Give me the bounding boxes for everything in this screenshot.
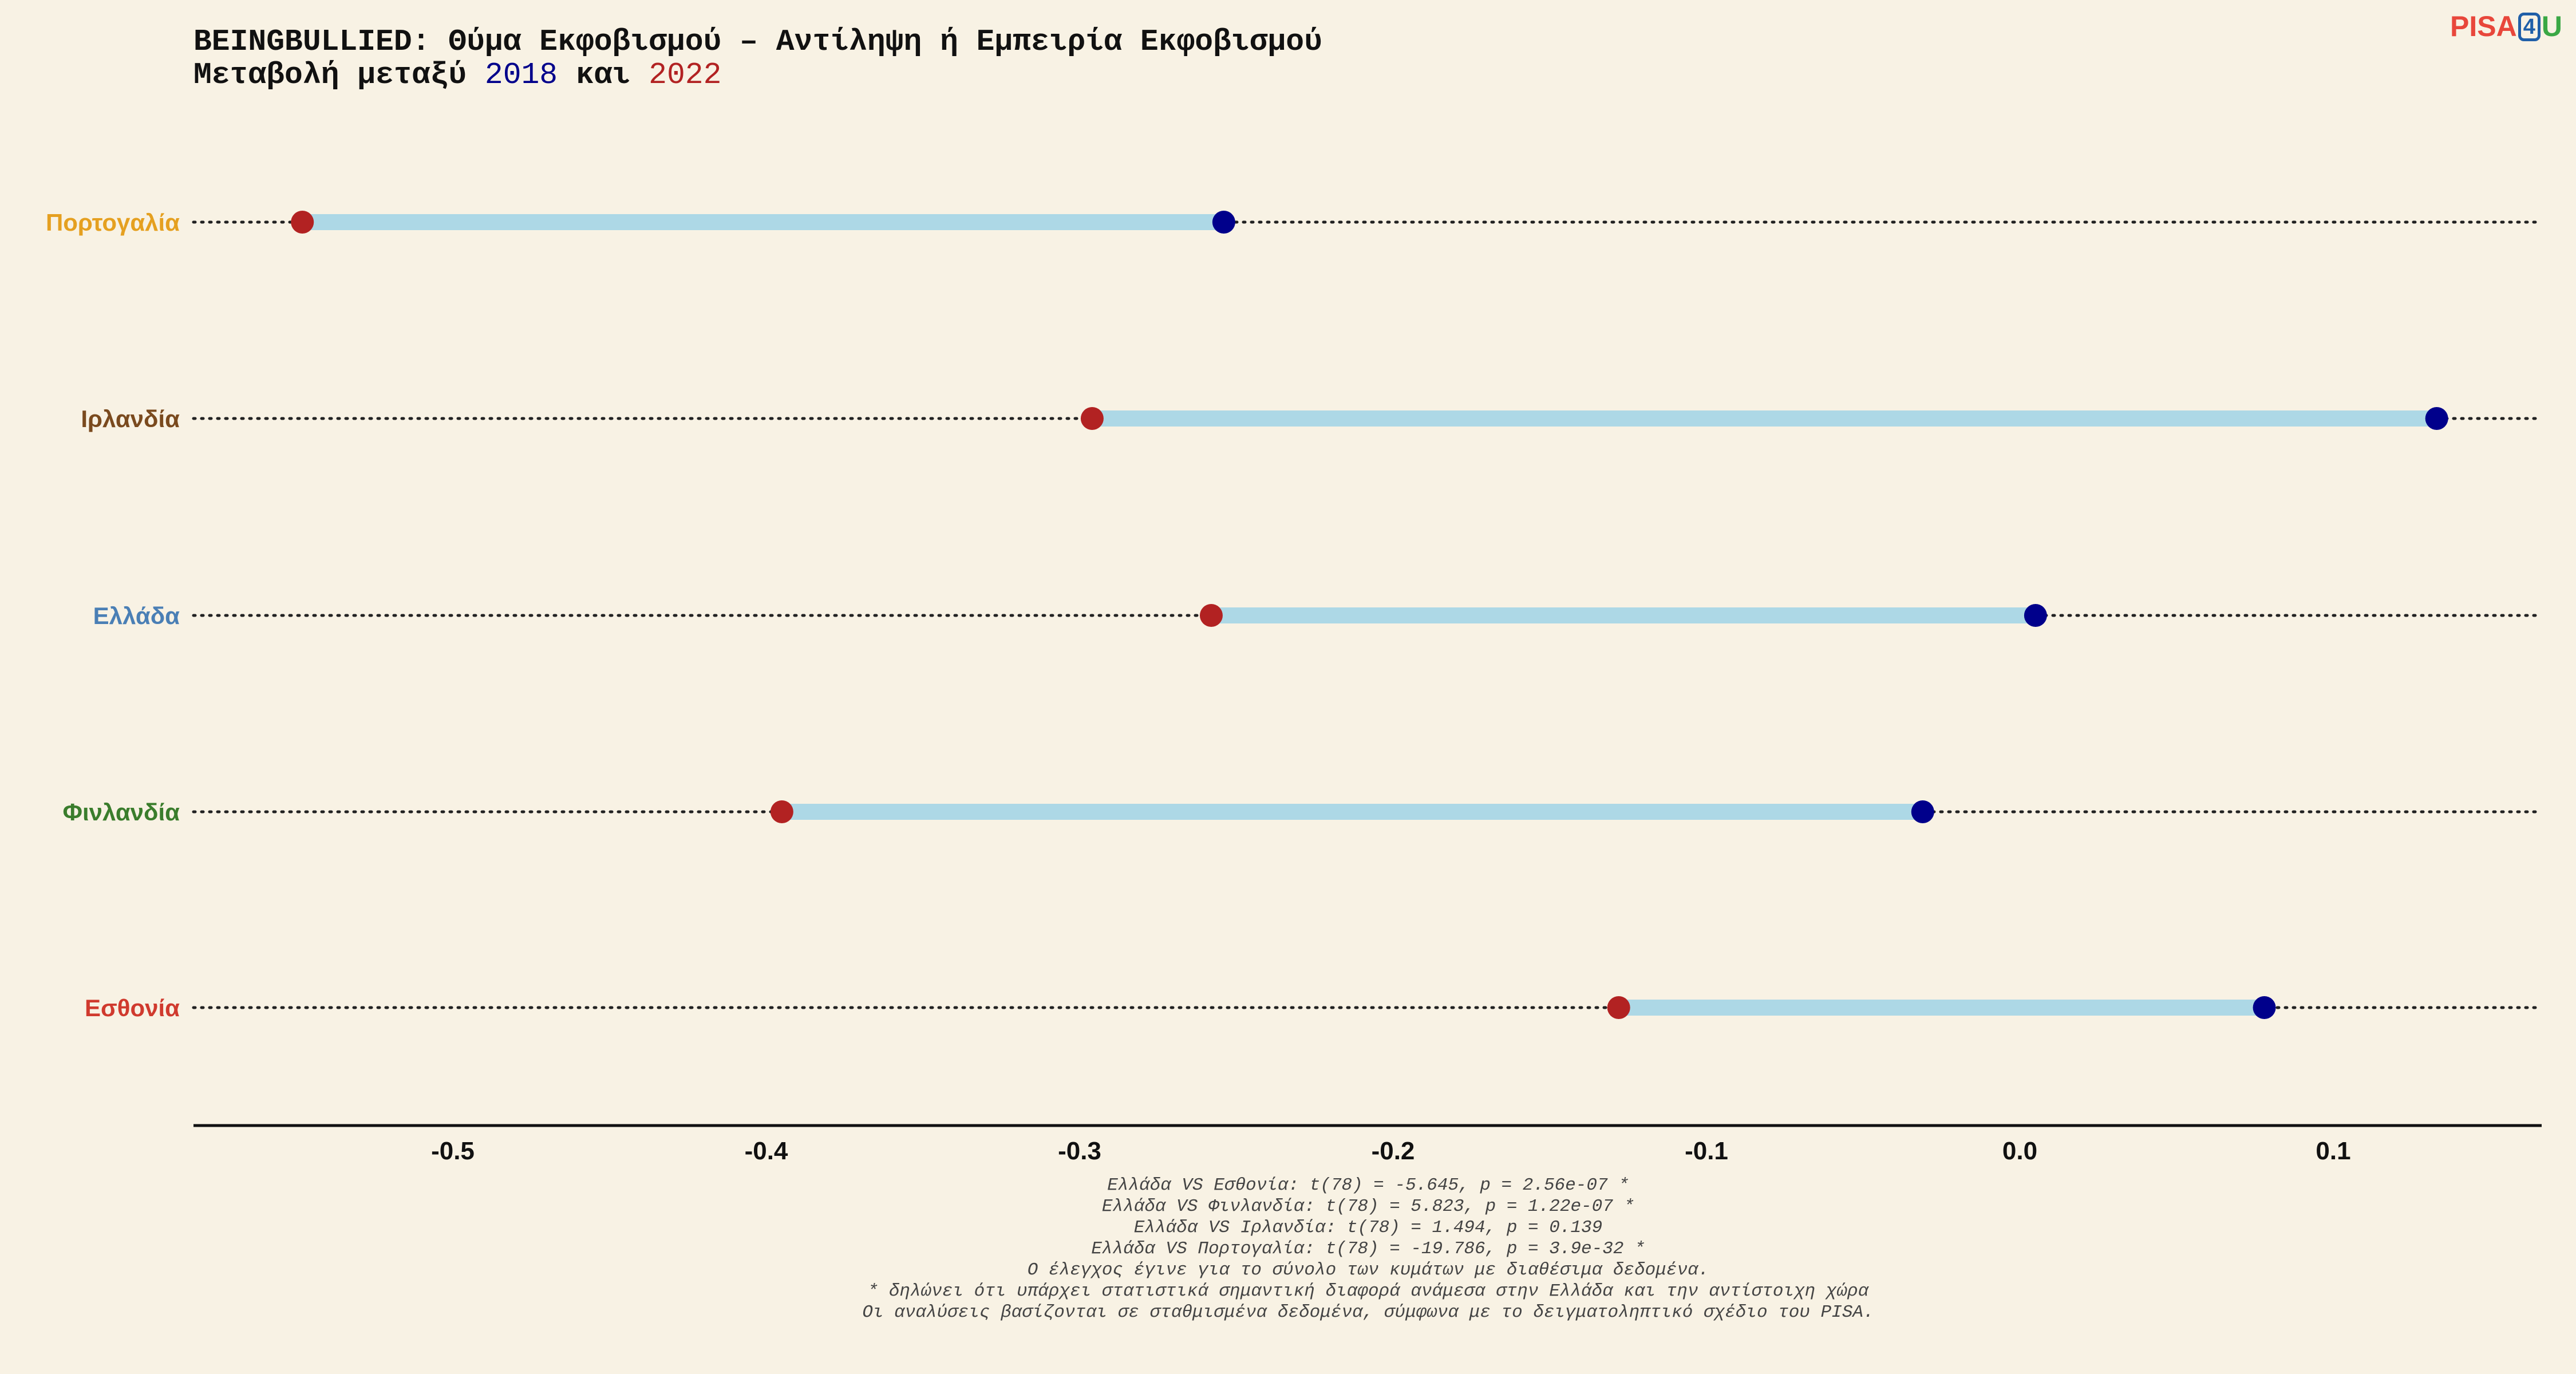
point-2022 bbox=[1080, 407, 1104, 430]
title-line-1: BEINGBULLIED: Θύμα Εκφοβισμού – Αντίληψη… bbox=[193, 25, 1322, 59]
point-2022 bbox=[1607, 996, 1630, 1019]
logo-pisa-text: PISA bbox=[2450, 10, 2517, 42]
title-line-2-prefix: Μεταβολή μεταξύ bbox=[193, 58, 485, 92]
title-year-2022: 2022 bbox=[649, 58, 722, 92]
footnote-line: Ελλάδα VS Πορτογαλία: t(78) = -19.786, p… bbox=[1091, 1239, 1645, 1259]
country-label: Πορτογαλία bbox=[46, 209, 180, 236]
footnote-line: Ελλάδα VS Φινλανδία: t(78) = 5.823, p = … bbox=[1101, 1197, 1635, 1217]
x-tick-label: 0.1 bbox=[2316, 1137, 2350, 1165]
footnote-line: Ελλάδα VS Εσθονία: t(78) = -5.645, p = 2… bbox=[1107, 1175, 1629, 1195]
x-tick-label: -0.3 bbox=[1058, 1137, 1101, 1165]
title-line-2-mid: και bbox=[558, 58, 649, 92]
x-tick-label: -0.4 bbox=[745, 1137, 788, 1165]
point-2018 bbox=[1911, 800, 1934, 823]
logo-four-box: 4 bbox=[2518, 13, 2541, 41]
footnote-line: * δηλώνει ότι υπάρχει στατιστικά σημαντι… bbox=[867, 1281, 1869, 1301]
country-label: Φινλανδία bbox=[63, 799, 180, 826]
footnote-line: Οι αναλύσεις βασίζονται σε σταθμισμένα δ… bbox=[862, 1302, 1874, 1322]
footnote-line: Ο έλεγχος έγινε για το σύνολο των κυμάτω… bbox=[1027, 1260, 1709, 1280]
x-tick-label: -0.5 bbox=[431, 1137, 475, 1165]
point-2022 bbox=[1199, 604, 1223, 627]
x-tick-label: -0.1 bbox=[1685, 1137, 1728, 1165]
point-2022 bbox=[291, 211, 314, 234]
footnote-line: Ελλάδα VS Ιρλανδία: t(78) = 1.494, p = 0… bbox=[1133, 1218, 1603, 1238]
point-2022 bbox=[770, 800, 793, 823]
footnotes: Ελλάδα VS Εσθονία: t(78) = -5.645, p = 2… bbox=[0, 1175, 2576, 1323]
point-2018 bbox=[2425, 407, 2448, 430]
point-2018 bbox=[1212, 211, 1235, 234]
point-2018 bbox=[2253, 996, 2276, 1019]
country-label: Ελλάδα bbox=[93, 602, 180, 629]
chart-title: BEINGBULLIED: Θύμα Εκφοβισμού – Αντίληψη… bbox=[193, 25, 1322, 92]
country-label: Εσθονία bbox=[85, 994, 180, 1021]
country-label: Ιρλανδία bbox=[81, 405, 180, 432]
x-tick-label: 0.0 bbox=[2002, 1137, 2037, 1165]
x-tick-label: -0.2 bbox=[1372, 1137, 1415, 1165]
point-2018 bbox=[2024, 604, 2047, 627]
title-year-2018: 2018 bbox=[484, 58, 558, 92]
title-line-2: Μεταβολή μεταξύ 2018 και 2022 bbox=[193, 58, 1322, 92]
pisa4u-logo: PISA 4 U bbox=[2450, 9, 2562, 44]
logo-u-text: U bbox=[2541, 10, 2562, 42]
